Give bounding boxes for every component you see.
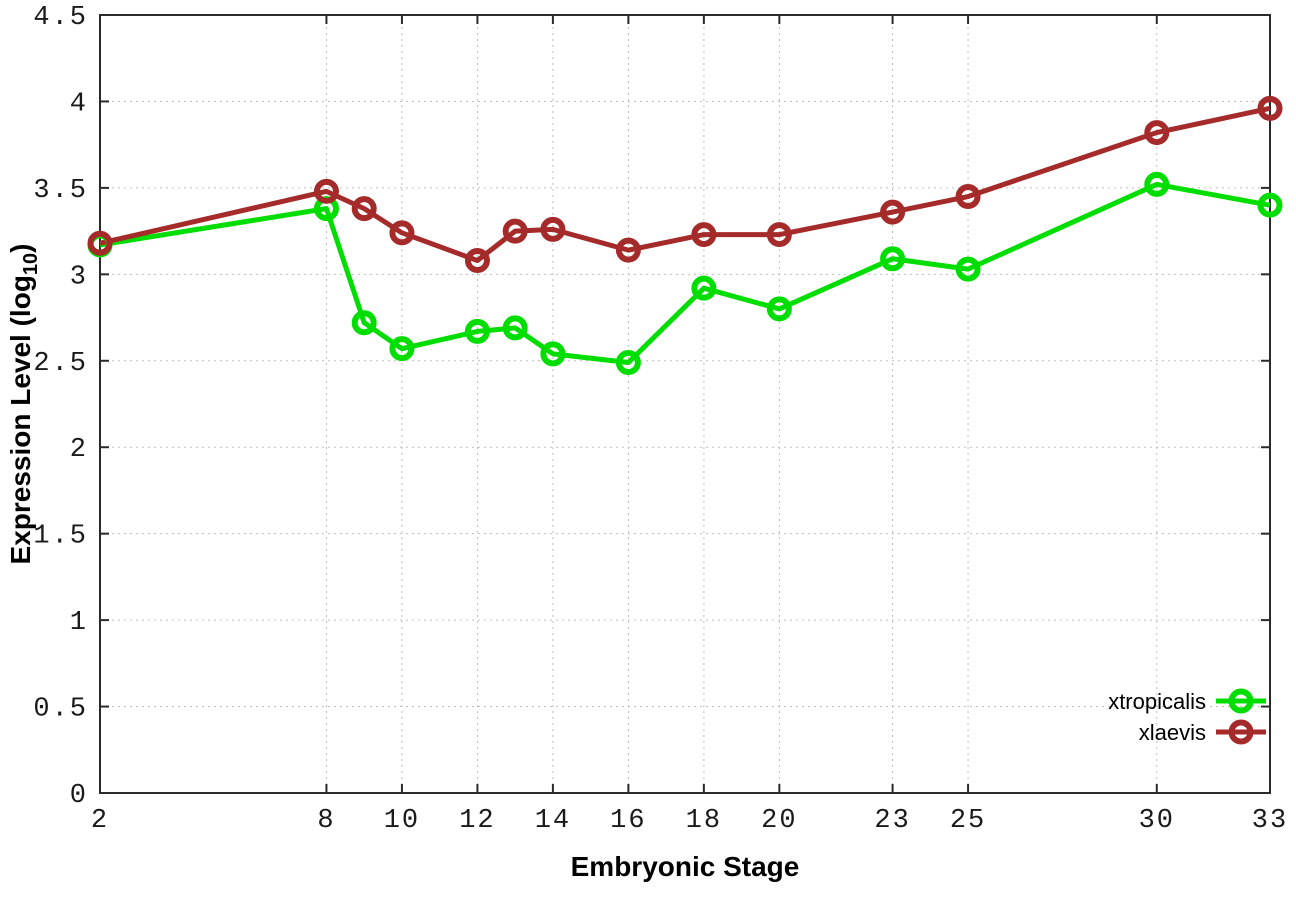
y-tick-label: 3 bbox=[70, 262, 88, 292]
x-tick-label: 2 bbox=[91, 806, 109, 836]
data-point-xlaevis bbox=[540, 216, 566, 242]
legend-label-xlaevis: xlaevis bbox=[1139, 720, 1206, 745]
data-point-xlaevis bbox=[691, 222, 717, 248]
data-point-xtropicalis bbox=[351, 310, 377, 336]
data-point-xlaevis bbox=[766, 222, 792, 248]
data-point-xtropicalis bbox=[955, 256, 981, 282]
data-point-xtropicalis bbox=[766, 296, 792, 322]
x-tick-label: 14 bbox=[535, 806, 571, 836]
data-point-xtropicalis bbox=[1257, 192, 1283, 218]
data-point-xlaevis bbox=[615, 237, 641, 263]
series-line-xlaevis bbox=[99, 105, 1271, 264]
y-tick-label: 1.5 bbox=[33, 522, 88, 552]
data-series bbox=[87, 95, 1283, 376]
legend-item-xtropicalis: xtropicalis bbox=[1108, 688, 1266, 714]
x-axis-title: Embryonic Stage bbox=[571, 851, 800, 882]
data-point-xlaevis bbox=[313, 178, 339, 204]
grid bbox=[99, 14, 1271, 794]
series-line-xtropicalis bbox=[99, 181, 1271, 366]
y-tick-label: 1 bbox=[70, 608, 88, 638]
data-point-xtropicalis bbox=[1144, 171, 1170, 197]
data-point-xtropicalis bbox=[389, 336, 415, 362]
x-tick-label: 33 bbox=[1252, 806, 1288, 836]
data-point-xtropicalis bbox=[502, 315, 528, 341]
x-tick-label: 23 bbox=[874, 806, 910, 836]
y-tick-label: 2.5 bbox=[33, 349, 88, 379]
x-tick-label: 12 bbox=[459, 806, 495, 836]
legend-item-xlaevis: xlaevis bbox=[1139, 719, 1266, 745]
data-point-xlaevis bbox=[87, 230, 113, 256]
data-point-xlaevis bbox=[351, 196, 377, 222]
y-tick-label: 4.5 bbox=[33, 3, 88, 33]
data-point-xtropicalis bbox=[615, 350, 641, 376]
data-point-xlaevis bbox=[464, 248, 490, 274]
x-tick-label: 20 bbox=[761, 806, 797, 836]
data-point-xlaevis bbox=[955, 184, 981, 210]
x-tick-label: 16 bbox=[610, 806, 646, 836]
x-tick-label: 30 bbox=[1139, 806, 1175, 836]
legend-sample-marker-xlaevis bbox=[1228, 719, 1254, 745]
legend-label-xtropicalis: xtropicalis bbox=[1108, 689, 1206, 714]
x-tick-label: 10 bbox=[384, 806, 420, 836]
y-tick-label: 0 bbox=[70, 781, 88, 811]
data-point-xtropicalis bbox=[464, 318, 490, 344]
legend: xtropicalis xlaevis bbox=[1108, 688, 1266, 745]
y-tick-label: 0.5 bbox=[33, 695, 88, 725]
data-point-xlaevis bbox=[1257, 95, 1283, 121]
x-tick-label: 8 bbox=[317, 806, 335, 836]
y-tick-label: 2 bbox=[70, 435, 88, 465]
tick-labels: 2 8 10 12 14 16 18 20 23 25 30 33 0 0.5 1 1.5 2 2.5 3 3.5 4 4… bbox=[33, 3, 1288, 836]
y-tick-label: 3.5 bbox=[33, 176, 88, 206]
x-tick-label: 18 bbox=[686, 806, 722, 836]
data-point-xlaevis bbox=[880, 199, 906, 225]
data-point-xlaevis bbox=[502, 218, 528, 244]
data-point-xtropicalis bbox=[691, 275, 717, 301]
plot-border bbox=[99, 14, 1271, 794]
x-tick-label: 25 bbox=[950, 806, 986, 836]
y-tick-label: 4 bbox=[70, 89, 88, 119]
data-point-xtropicalis bbox=[880, 246, 906, 272]
data-point-xlaevis bbox=[1144, 120, 1170, 146]
data-point-xlaevis bbox=[389, 220, 415, 246]
y-axis-title: Expression Level (log10) bbox=[5, 244, 42, 565]
axis-ticks bbox=[99, 14, 1271, 794]
data-point-xtropicalis bbox=[540, 341, 566, 367]
legend-sample-marker-xtropicalis bbox=[1228, 688, 1254, 714]
